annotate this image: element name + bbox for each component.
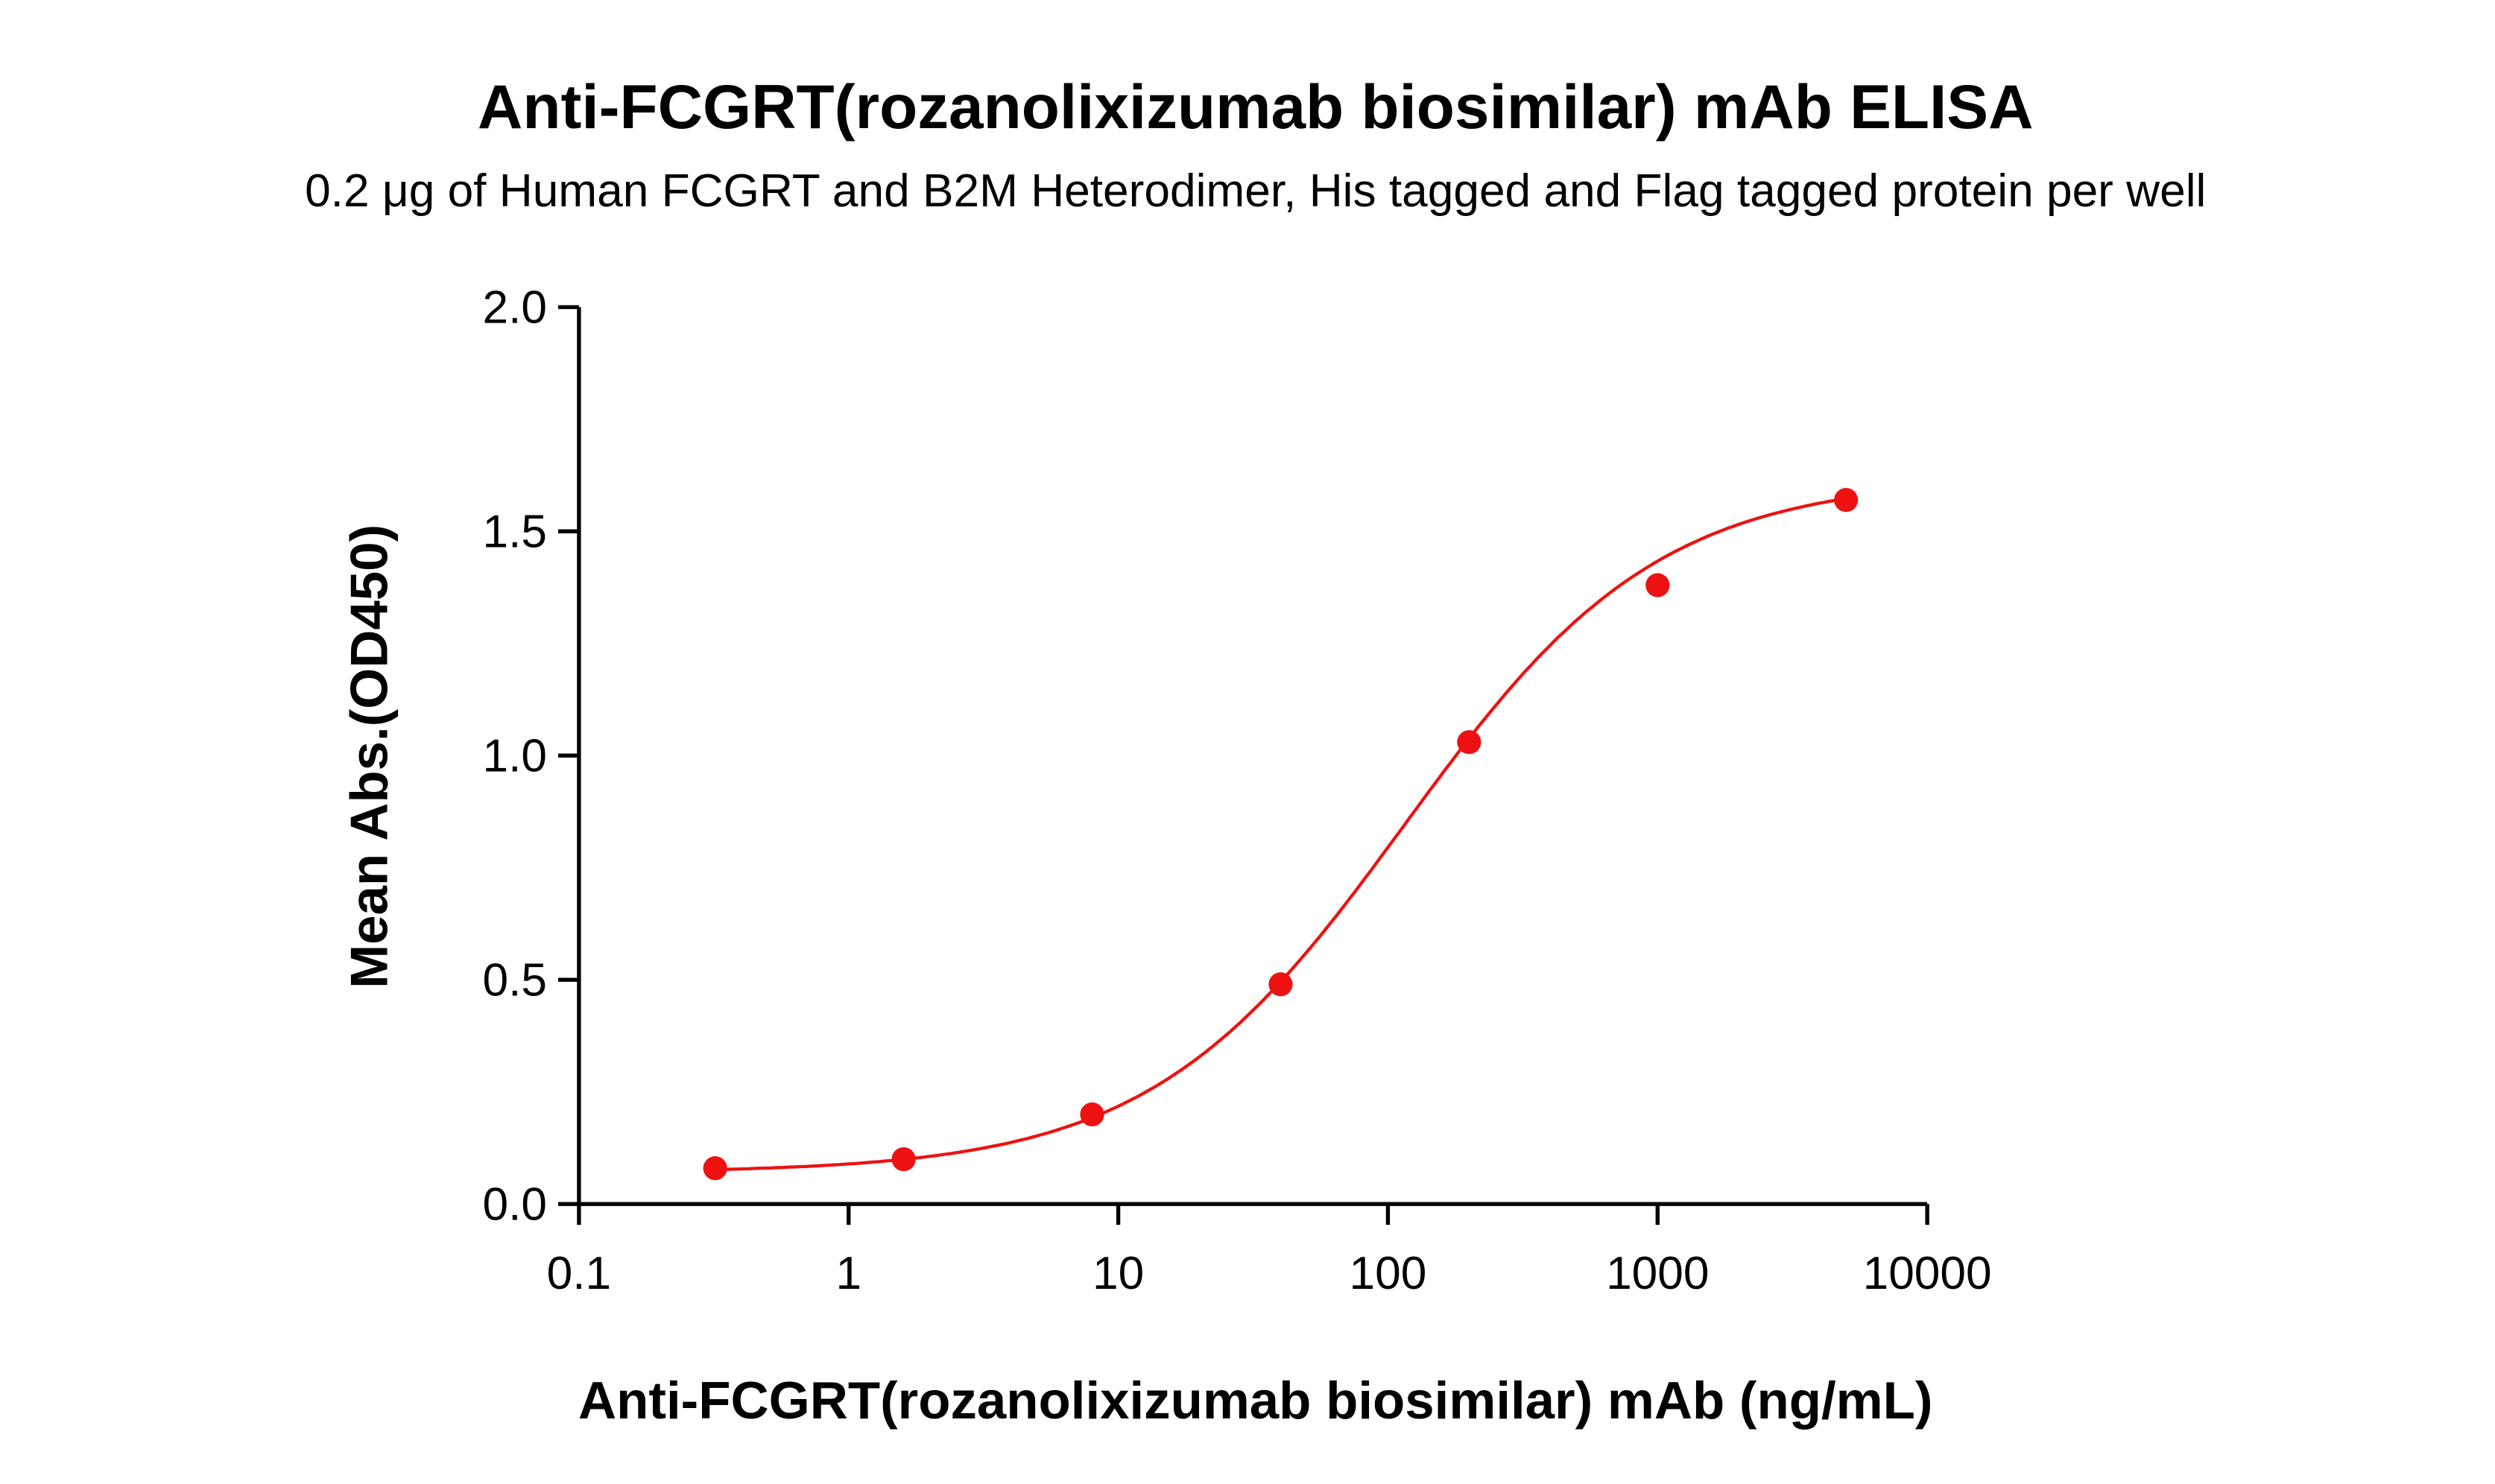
data-point	[703, 1155, 727, 1181]
y-tick-label: 1.5	[482, 507, 547, 558]
data-point	[1645, 573, 1670, 597]
x-tick-label: 10000	[1863, 1248, 1992, 1299]
data-point	[1080, 1102, 1104, 1126]
data-points	[703, 488, 1859, 1181]
y-tick-label: 0.5	[482, 955, 547, 1006]
y-tick-label: 1.0	[482, 731, 547, 782]
x-tick-label: 1	[835, 1248, 861, 1299]
data-point	[1268, 972, 1293, 997]
x-tick-label: 10	[1092, 1248, 1144, 1299]
data-point	[1457, 730, 1481, 755]
x-tick-label: 1000	[1606, 1248, 1709, 1299]
data-point	[891, 1147, 916, 1172]
y-axis-label: Mean Abs.(OD450)	[340, 524, 399, 989]
x-tick-label: 0.1	[547, 1248, 612, 1299]
x-axis-label: Anti-FCGRT(rozanolixizumab biosimilar) m…	[578, 1372, 1932, 1430]
fit-curve	[715, 497, 1847, 1172]
axes: 0.1 1 10 100 1000 10000 0.0 0.5 1.0 1.5 2.0	[482, 282, 1991, 1299]
x-tick-label: 100	[1350, 1248, 1427, 1299]
data-point	[1834, 488, 1859, 513]
y-tick-label: 2.0	[482, 282, 547, 334]
y-tick-label: 0.0	[482, 1179, 547, 1231]
chart-title: Anti-FCGRT(rozanolixizumab biosimilar) m…	[478, 72, 2034, 142]
chart-subtitle: 0.2 μg of Human FCGRT and B2M Heterodime…	[305, 165, 2206, 217]
